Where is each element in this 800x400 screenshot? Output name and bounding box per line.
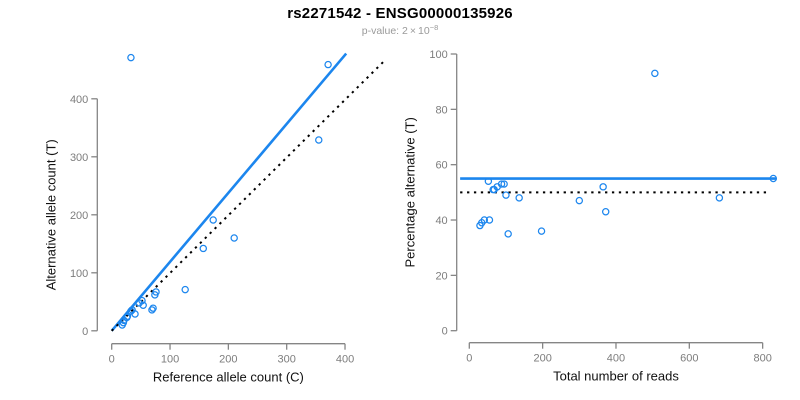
data-point [504, 230, 512, 238]
x-tick-label: 800 [753, 353, 771, 365]
data-point [131, 310, 139, 318]
data-point [181, 285, 189, 294]
y-tick-label: 300 [70, 152, 88, 164]
data-point [209, 216, 217, 224]
data-point [515, 194, 523, 202]
y-tick-label: 40 [435, 215, 447, 227]
data-point [485, 216, 494, 224]
pvalue-base: 10 [418, 25, 430, 37]
page-title: rs2271542 - ENSG00000135926 [287, 5, 513, 22]
x-tick-label: 100 [161, 354, 179, 366]
x-axis-title: Total number of reads [553, 369, 679, 384]
data-point [497, 180, 506, 188]
data-point [127, 53, 135, 62]
data-point [769, 174, 778, 183]
x-tick-label: 400 [336, 354, 354, 366]
data-point [575, 196, 584, 205]
y-axis-title: Alternative allele count (T) [43, 139, 58, 290]
fit-line [110, 52, 348, 332]
data-point [148, 306, 156, 314]
y-tick-label: 100 [429, 49, 447, 61]
data-point [149, 304, 157, 312]
data-point [139, 301, 147, 310]
y-tick-label: 200 [70, 210, 88, 222]
data-point [230, 234, 238, 242]
x-tick-label: 0 [109, 354, 115, 366]
data-point [537, 227, 546, 235]
pvalue-label: p-value: [361, 25, 400, 37]
y-tick-label: 0 [82, 326, 88, 338]
x-tick-label: 200 [533, 353, 551, 365]
y-tick-label: 0 [442, 326, 448, 338]
identity-line [110, 58, 387, 332]
pvalue-subtitle: p-value: 2 × 10−8 [0, 23, 800, 37]
data-point [480, 216, 489, 224]
x-tick-label: 0 [466, 353, 472, 365]
x-tick-label: 300 [278, 354, 296, 366]
y-tick-label: 20 [435, 270, 447, 282]
data-point [715, 194, 724, 202]
data-point [500, 180, 508, 188]
data-point [152, 288, 160, 296]
pvalue-exponent: −8 [429, 23, 439, 32]
y-tick-label: 100 [70, 268, 88, 280]
x-axis-title: Reference allele count (C) [153, 370, 304, 385]
data-point [651, 69, 659, 78]
x-tick-label: 600 [680, 353, 698, 365]
data-point [199, 244, 208, 253]
y-axis-title: Percentage alternative (T) [403, 117, 418, 267]
pvalue-mantissa: 2 [402, 25, 408, 37]
data-point [484, 177, 493, 186]
x-tick-label: 400 [607, 353, 625, 365]
data-point [599, 183, 607, 191]
data-point [324, 60, 332, 69]
plot-percentage-vs-reads: 0 200 400 600 800 0 20 40 60 80 100 Total number of… [403, 49, 778, 384]
data-point [502, 191, 510, 199]
x-tick-label: 200 [219, 354, 237, 366]
y-tick-label: 400 [70, 94, 88, 106]
y-tick-label: 80 [435, 104, 447, 116]
data-point [601, 207, 610, 216]
data-point [315, 136, 323, 144]
data-point [138, 296, 146, 305]
y-tick-label: 60 [435, 160, 447, 172]
plot-allele-counts: 0 100 200 300 400 0 100 200 300 400 Reference alle… [43, 52, 387, 385]
multiply-sign: × [409, 25, 416, 37]
data-point [123, 312, 132, 321]
